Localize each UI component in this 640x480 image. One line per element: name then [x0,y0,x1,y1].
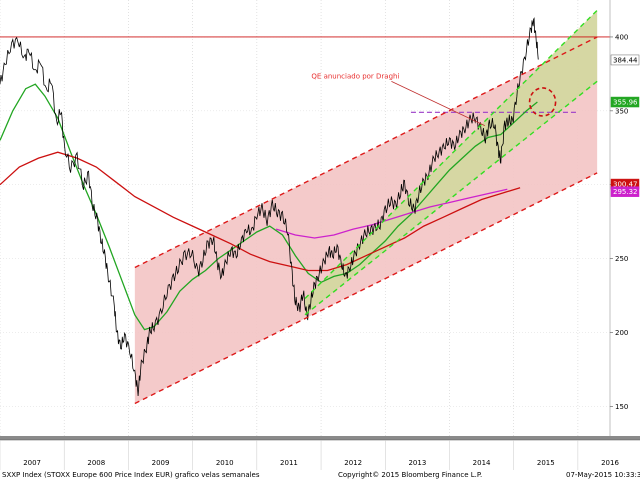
y-tick-label: 350 [615,107,628,115]
price-line [0,17,539,397]
x-tick-label: 2015 [537,459,555,467]
price-tag-label: 300.47 [613,181,638,189]
price-tag-label: 295.32 [613,188,638,196]
price-tag [610,96,640,108]
green-channel-area [305,10,598,315]
moving-average-red [0,151,521,272]
x-tick-label: 2011 [280,459,298,467]
x-axis-band [0,436,640,440]
moving-average-green [0,83,538,331]
price-tag-label: 355.96 [613,99,638,107]
x-tick-label: 2010 [216,459,234,467]
x-axis: 2007 2008 2009 2010 2011 2012 2013 2014 2015 2016 [0,436,640,470]
price-tag [610,186,640,197]
y-tick-label: 400 [615,33,628,41]
moving-average-magenta [275,188,508,239]
price-tag-label: 384.44 [613,56,638,64]
x-tick-label: 2007 [23,459,41,467]
y-axis: 150200250300350400 [609,0,640,436]
y-tick-label: 250 [615,255,628,263]
footer-center: Copyright© 2015 Bloomberg Finance L.P. [338,471,482,479]
y-tick-label: 200 [615,329,628,337]
footer: SXXP Index (STOXX Europe 600 Price Index… [2,471,640,479]
x-tick-label: 2009 [152,459,170,467]
footer-left: SXXP Index (STOXX Europe 600 Price Index… [2,471,260,479]
annotation-text: QE anunciado por Draghi [311,72,399,80]
series-layer [0,9,610,405]
x-tick-label: 2013 [408,459,426,467]
y-axis-panel [610,0,640,436]
x-tick-label: 2012 [344,459,362,467]
annotation-layer: QE anunciado por Draghi [311,72,557,126]
channel-fill-layer [134,10,598,404]
x-tick-label: 2016 [601,459,619,467]
x-tick-label: 2008 [87,459,105,467]
target-circle [528,87,557,117]
annotation-arrow [391,80,485,126]
y-tick-label: 150 [615,403,628,411]
x-tick-label: 2014 [473,459,491,467]
footer-right: 07-May-2015 10:33:34 [566,471,640,479]
price-tag [610,54,640,66]
